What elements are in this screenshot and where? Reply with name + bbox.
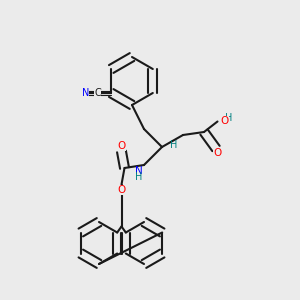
Text: O: O [220,116,229,126]
Text: N: N [82,88,89,98]
Text: C: C [94,88,101,98]
Text: H: H [135,172,142,182]
Text: N: N [135,167,142,176]
Text: O: O [213,148,222,158]
Text: H: H [169,140,177,150]
Text: H: H [225,113,232,124]
Text: O: O [117,185,126,195]
Text: O: O [117,141,126,151]
